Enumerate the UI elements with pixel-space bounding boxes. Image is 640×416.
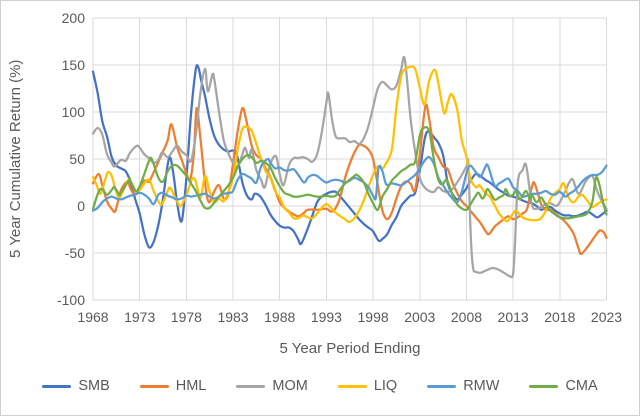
series-line-cma xyxy=(91,126,608,220)
legend-line-icon xyxy=(427,384,457,388)
x-tick-label: 1978 xyxy=(170,309,202,325)
legend-item-mom: MOM xyxy=(236,378,308,394)
y-tick-label: 100 xyxy=(61,104,85,120)
series-line-liq xyxy=(91,65,608,224)
y-tick-label: 200 xyxy=(61,10,85,26)
legend-line-icon xyxy=(139,384,169,388)
x-tick-label: 1988 xyxy=(264,309,296,325)
series-lines xyxy=(91,55,608,279)
legend-line-icon xyxy=(529,384,559,388)
legend-item-cma: CMA xyxy=(529,378,598,394)
legend-label: CMA xyxy=(565,378,598,394)
series-line-hml xyxy=(91,103,608,256)
legend-label: HML xyxy=(175,378,207,394)
x-tick-label: 1993 xyxy=(310,309,342,325)
x-tick-label: 1983 xyxy=(217,309,249,325)
x-tick-label: 2003 xyxy=(404,309,436,325)
x-tick-label: 2013 xyxy=(497,309,529,325)
x-tick-label: 2008 xyxy=(450,309,483,325)
y-tick-label: 0 xyxy=(77,198,85,214)
y-tick-label: 150 xyxy=(61,57,85,73)
y-axis-title: 5 Year Cumulative Return (%) xyxy=(7,59,24,259)
x-tick-label: 2023 xyxy=(590,309,623,325)
x-axis-title: 5 Year Period Ending xyxy=(279,340,421,357)
legend-item-rmw: RMW xyxy=(427,378,499,394)
y-tick-label: 50 xyxy=(69,151,85,167)
legend-label: SMB xyxy=(78,378,110,394)
legend-label: MOM xyxy=(272,378,308,394)
series-line-mom xyxy=(91,55,608,279)
legend-item-hml: HML xyxy=(139,378,207,394)
y-tick-label: -50 xyxy=(64,245,85,261)
x-tick-label: 1973 xyxy=(124,309,156,325)
legend-line-icon xyxy=(337,384,367,388)
x-tick-label: 2018 xyxy=(544,309,576,325)
y-tick-label: -100 xyxy=(56,292,85,308)
legend: SMB HML MOM LIQ RMW CMA xyxy=(1,378,639,394)
legend-item-smb: SMB xyxy=(42,378,110,394)
legend-label: LIQ xyxy=(373,378,398,394)
legend-item-liq: LIQ xyxy=(337,378,398,394)
legend-label: RMW xyxy=(463,378,500,394)
legend-line-icon xyxy=(236,384,266,388)
x-tick-label: 1968 xyxy=(77,309,109,325)
x-tick-label: 1998 xyxy=(357,309,389,325)
legend-line-icon xyxy=(42,384,72,388)
